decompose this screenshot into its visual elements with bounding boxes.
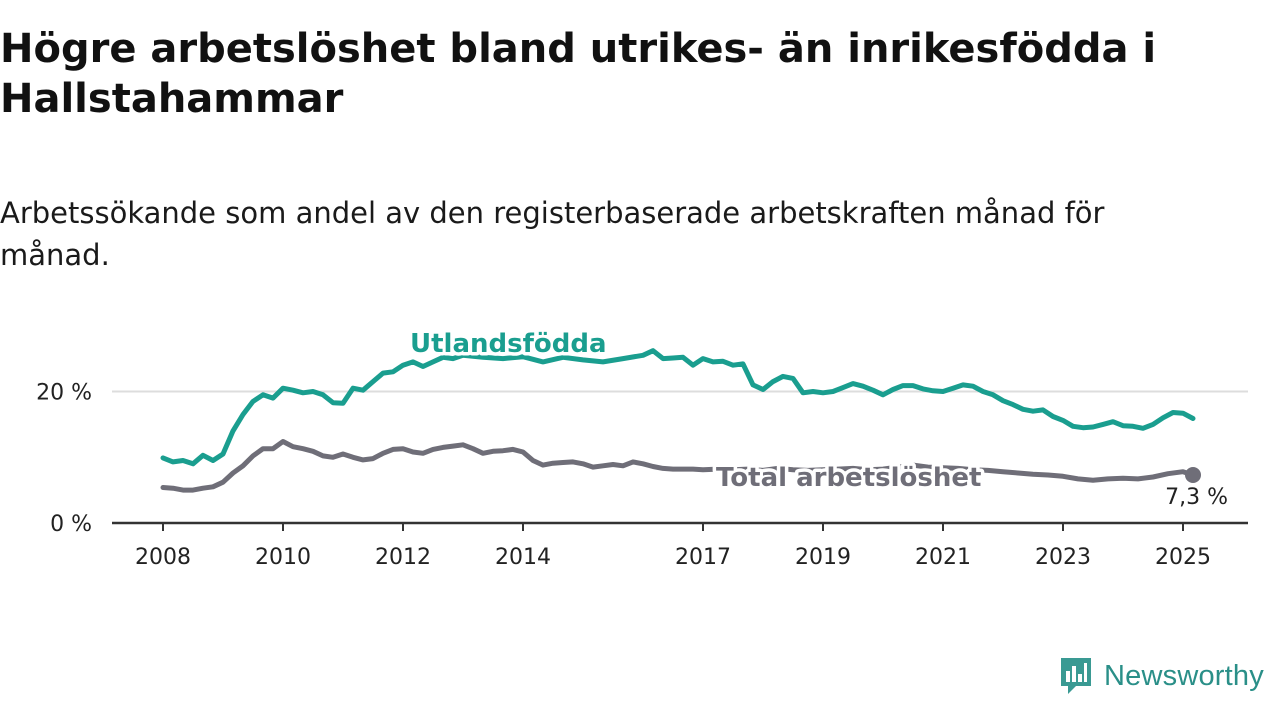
x-tick-label: 2010 [255,545,311,570]
series-labels: Utlandsfödda Total arbetslöshet 7,3 % [407,326,1229,511]
chart-subtitle: Arbetssökande som andel av den registerb… [0,196,1105,272]
x-tick-label: 2025 [1155,545,1211,570]
x-axis: 2008 2010 2012 2014 2017 2019 2021 2023 2025 [112,521,1248,570]
x-tick-label: 2017 [675,545,731,570]
brand-name: Newsworthy [1104,659,1264,692]
series-line-utlandsfodda [160,348,1196,467]
chart-title: Högre arbetslöshet bland utrikes- än inr… [0,26,1157,122]
y-tick-label: 20 % [36,381,92,406]
series-label-utlandsfodda: Utlandsfödda [410,329,607,359]
x-tick-label: 2008 [135,545,191,570]
line-chart: 0 % 20 % 2008 2010 2012 2014 2017 2019 2021 2023… [36,326,1248,570]
y-tick-label: 0 % [50,512,92,537]
newsworthy-brand[interactable]: Newsworthy [1058,654,1264,698]
series-lines [160,348,1196,493]
x-tick-label: 2021 [915,545,971,570]
newsworthy-logo-icon [1061,658,1091,694]
x-tick-label: 2023 [1035,545,1091,570]
end-value-label: 7,3 % [1165,485,1228,510]
series-label-total: Total arbetslöshet [716,463,981,493]
x-tick-label: 2019 [795,545,851,570]
gridlines: 0 % 20 % [36,381,1248,537]
end-point-marker [1185,467,1201,484]
x-tick-label: 2014 [495,545,551,570]
series-line-total [160,439,1196,493]
x-tick-label: 2012 [375,545,431,570]
